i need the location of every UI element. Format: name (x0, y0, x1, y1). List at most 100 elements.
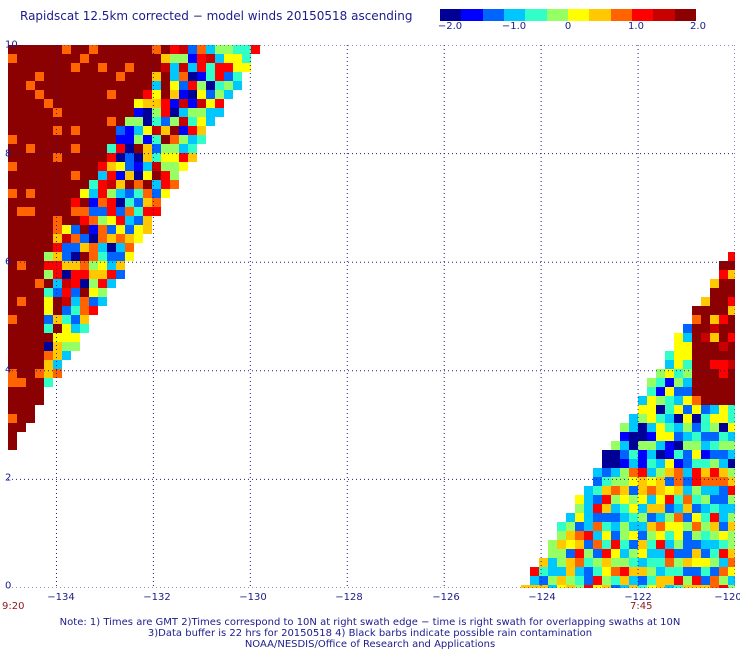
swath-cell (215, 99, 224, 108)
swath-cell (683, 531, 692, 540)
swath-cell (656, 558, 665, 567)
swath-cell (143, 81, 152, 90)
swath-cell (674, 585, 683, 588)
swath-cell (107, 189, 116, 198)
swath-cell (161, 63, 170, 72)
swath-cell (17, 189, 26, 198)
swath-cell (620, 504, 629, 513)
swath-cell (44, 243, 53, 252)
swath-cell (719, 405, 728, 414)
swath-cell (728, 369, 735, 378)
swath-cell (116, 72, 125, 81)
swath-cell (98, 180, 107, 189)
swath-cell (665, 531, 674, 540)
swath-cell (611, 441, 620, 450)
swath-cell (62, 126, 71, 135)
swath-cell (53, 198, 62, 207)
swath-cell (26, 99, 35, 108)
swath-cell (80, 153, 89, 162)
swath-cell (710, 405, 719, 414)
swath-cell (89, 135, 98, 144)
swath-cell (701, 387, 710, 396)
swath-cell (8, 378, 17, 387)
swath-cell (53, 126, 62, 135)
swath-cell (44, 207, 53, 216)
swath-cell (665, 396, 674, 405)
swath-cell (89, 207, 98, 216)
swath-cell (8, 351, 17, 360)
swath-cell (116, 252, 125, 261)
swath-cell (44, 153, 53, 162)
swath-cell (611, 504, 620, 513)
swath-cell (98, 207, 107, 216)
swath-cell (602, 477, 611, 486)
swath-cell (98, 288, 107, 297)
swath-cell (206, 63, 215, 72)
swath-cell (35, 207, 44, 216)
swath-cell (152, 207, 161, 216)
swath-cell (233, 54, 242, 63)
swath-cell (125, 198, 134, 207)
swath-cell (233, 63, 242, 72)
swath-cell (620, 567, 629, 576)
swath-cell (89, 126, 98, 135)
swath-cell (701, 504, 710, 513)
swath-cell (683, 549, 692, 558)
swath-cell (665, 387, 674, 396)
swath-cell (638, 486, 647, 495)
swath-cell (98, 54, 107, 63)
swath-cell (701, 405, 710, 414)
swath-cell (188, 144, 197, 153)
swath-cell (647, 558, 656, 567)
swath-cell (728, 387, 735, 396)
swath-cell (62, 288, 71, 297)
swath-cell (665, 369, 674, 378)
swath-cell (728, 522, 735, 531)
swath-cell (701, 531, 710, 540)
swath-cell (683, 468, 692, 477)
swath-cell (197, 135, 206, 144)
swath-cell (728, 279, 735, 288)
swath-cell (629, 441, 638, 450)
swath-cell (17, 405, 26, 414)
swath-cell (593, 567, 602, 576)
swath-cell (683, 369, 692, 378)
swath-cell (35, 333, 44, 342)
swath-cell (701, 567, 710, 576)
swath-cell (26, 315, 35, 324)
swath-cell (683, 423, 692, 432)
swath-cell (530, 576, 539, 585)
swath-cell (638, 495, 647, 504)
swath-cell (80, 243, 89, 252)
swath-cell (71, 261, 80, 270)
swath-cell (584, 567, 593, 576)
colorbar-tick-label: 2.0 (690, 21, 706, 32)
swath-cell (44, 90, 53, 99)
swath-cell (647, 513, 656, 522)
swath-cell (647, 414, 656, 423)
colorbar-swatch (674, 9, 696, 21)
swath-cell (728, 405, 735, 414)
swath-cell (206, 108, 215, 117)
swath-cell (692, 315, 701, 324)
swath-cell (71, 225, 80, 234)
swath-cell (665, 549, 674, 558)
swath-cell (647, 549, 656, 558)
swath-cell (35, 144, 44, 153)
swath-cell (134, 126, 143, 135)
footnote-line-2: 3)Data buffer is 22 hrs for 20150518 4) … (147, 628, 593, 639)
swath-cell (611, 567, 620, 576)
swath-cell (8, 279, 17, 288)
swath-cell (719, 315, 728, 324)
swath-cell (8, 225, 17, 234)
swath-cell (665, 450, 674, 459)
swath-cell (710, 324, 719, 333)
swath-cell (17, 180, 26, 189)
swath-cell (26, 63, 35, 72)
swath-cell (89, 288, 98, 297)
swath-cell (647, 441, 656, 450)
swath-cell (152, 171, 161, 180)
swath-cell (107, 135, 116, 144)
swath-cell (8, 252, 17, 261)
swath-cell (674, 504, 683, 513)
